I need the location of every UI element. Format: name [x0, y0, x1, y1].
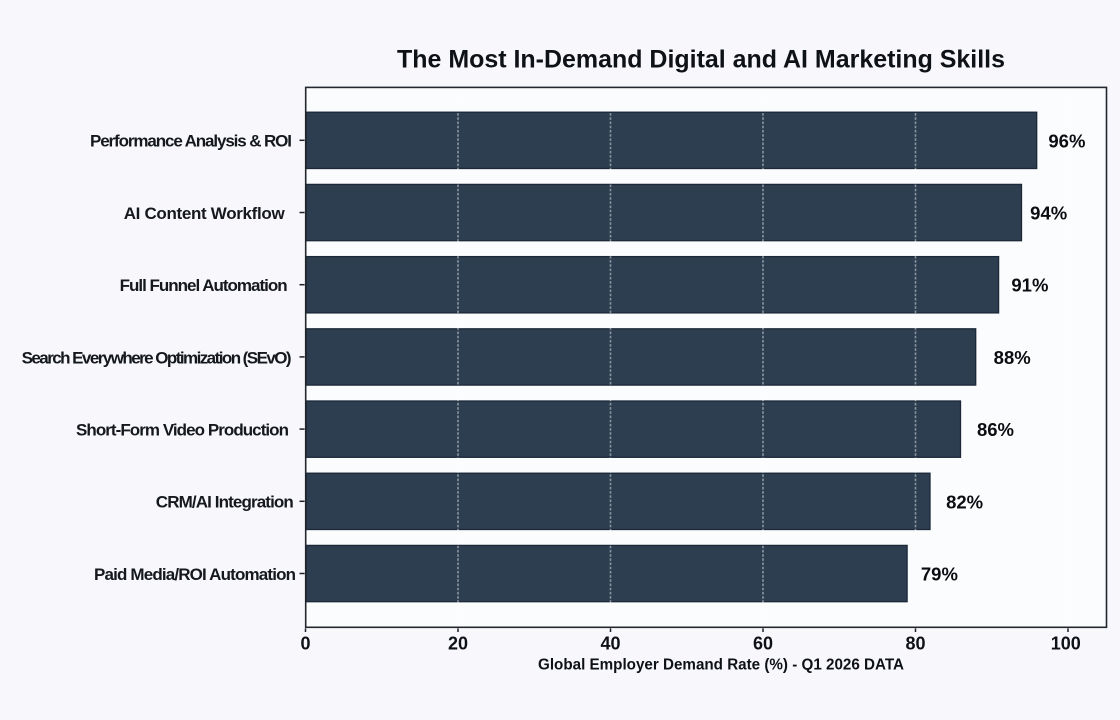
svg-text:Global Employer Demand Rate (%: Global Employer Demand Rate (%) - Q1 202… [538, 657, 904, 674]
svg-text:60: 60 [753, 634, 773, 654]
svg-text:94%: 94% [1030, 203, 1067, 224]
svg-text:The Most In-Demand Digital and: The Most In-Demand Digital and AI Market… [397, 46, 1005, 74]
svg-text:Short-Form Video Production: Short-Form Video Production [76, 421, 289, 440]
svg-text:Paid Media/ROI Automation: Paid Media/ROI Automation [94, 565, 296, 584]
svg-text:79%: 79% [921, 564, 958, 585]
svg-text:96%: 96% [1048, 130, 1085, 151]
svg-text:Performance Analysis & ROI: Performance Analysis & ROI [90, 132, 292, 151]
svg-text:CRM/AI Integration: CRM/AI Integration [156, 493, 294, 512]
svg-text:82%: 82% [946, 491, 983, 512]
svg-text:Search Everywhere Optimization: Search Everywhere Optimization (SEvO) [22, 348, 292, 367]
svg-text:AI Content Workflow: AI Content Workflow [124, 204, 286, 223]
svg-text:0: 0 [300, 634, 310, 654]
svg-text:88%: 88% [994, 347, 1031, 368]
svg-text:40: 40 [600, 634, 620, 654]
svg-text:80: 80 [905, 634, 925, 654]
svg-text:91%: 91% [1011, 275, 1048, 296]
svg-text:86%: 86% [977, 419, 1014, 440]
svg-text:100: 100 [1051, 634, 1081, 654]
svg-text:Full Funnel Automation: Full Funnel Automation [120, 276, 288, 295]
svg-text:20: 20 [448, 634, 468, 654]
